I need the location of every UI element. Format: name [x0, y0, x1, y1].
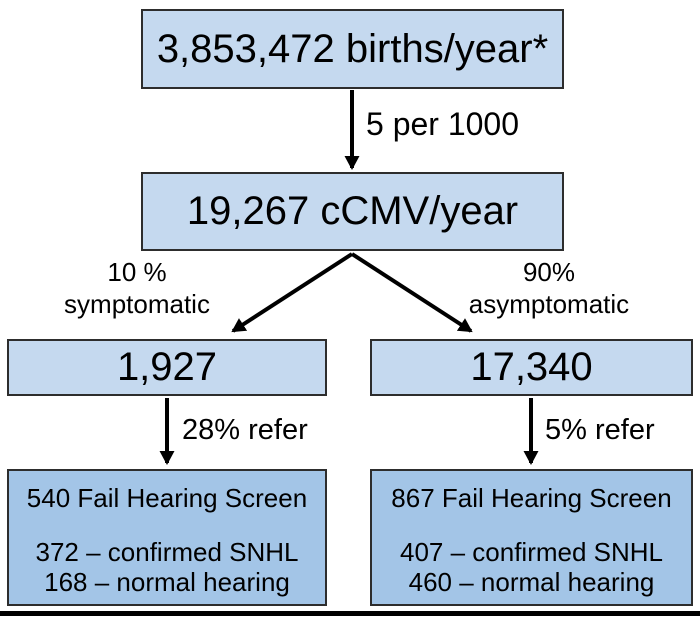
node-births: 3,853,472 births/year*	[141, 9, 564, 89]
symptomatic-fail-count: 540 Fail Hearing Screen	[26, 483, 308, 513]
label-asymptomatic-refer: 5% refer	[545, 414, 655, 446]
asymptomatic-normal-hearing: 460 – normal hearing	[408, 567, 655, 597]
node-symptomatic-outcome: 540 Fail Hearing Screen 372 – confirmed …	[7, 469, 327, 606]
asymptomatic-confirmed-snhl: 407 – confirmed SNHL	[399, 537, 664, 567]
label-asymptomatic-word: asymptomatic	[468, 289, 630, 319]
label-asymptomatic-pct: 90%	[522, 257, 576, 287]
label-symptomatic-branch: 10 % symptomatic	[37, 256, 237, 320]
node-symptomatic-count: 1,927	[7, 339, 327, 396]
label-asymptomatic-branch: 90% asymptomatic	[449, 256, 649, 320]
arrow-ccmv-to-symptomatic	[231, 252, 354, 333]
label-symptomatic-refer: 28% refer	[182, 414, 308, 446]
arrow-ccmv-to-asymptomatic	[350, 252, 473, 333]
label-symptomatic-word: symptomatic	[64, 289, 210, 319]
symptomatic-confirmed-snhl: 372 – confirmed SNHL	[35, 537, 299, 567]
node-asymptomatic-count: 17,340	[370, 339, 693, 396]
label-incidence-rate: 5 per 1000	[366, 106, 520, 142]
node-ccmv: 19,267 cCMV/year	[141, 172, 564, 251]
asymptomatic-fail-count: 867 Fail Hearing Screen	[391, 483, 672, 513]
symptomatic-normal-hearing: 168 – normal hearing	[44, 567, 290, 597]
node-asymptomatic-outcome: 867 Fail Hearing Screen 407 – confirmed …	[370, 469, 693, 606]
label-symptomatic-pct: 10 %	[107, 257, 167, 287]
bottom-rule	[0, 611, 700, 616]
